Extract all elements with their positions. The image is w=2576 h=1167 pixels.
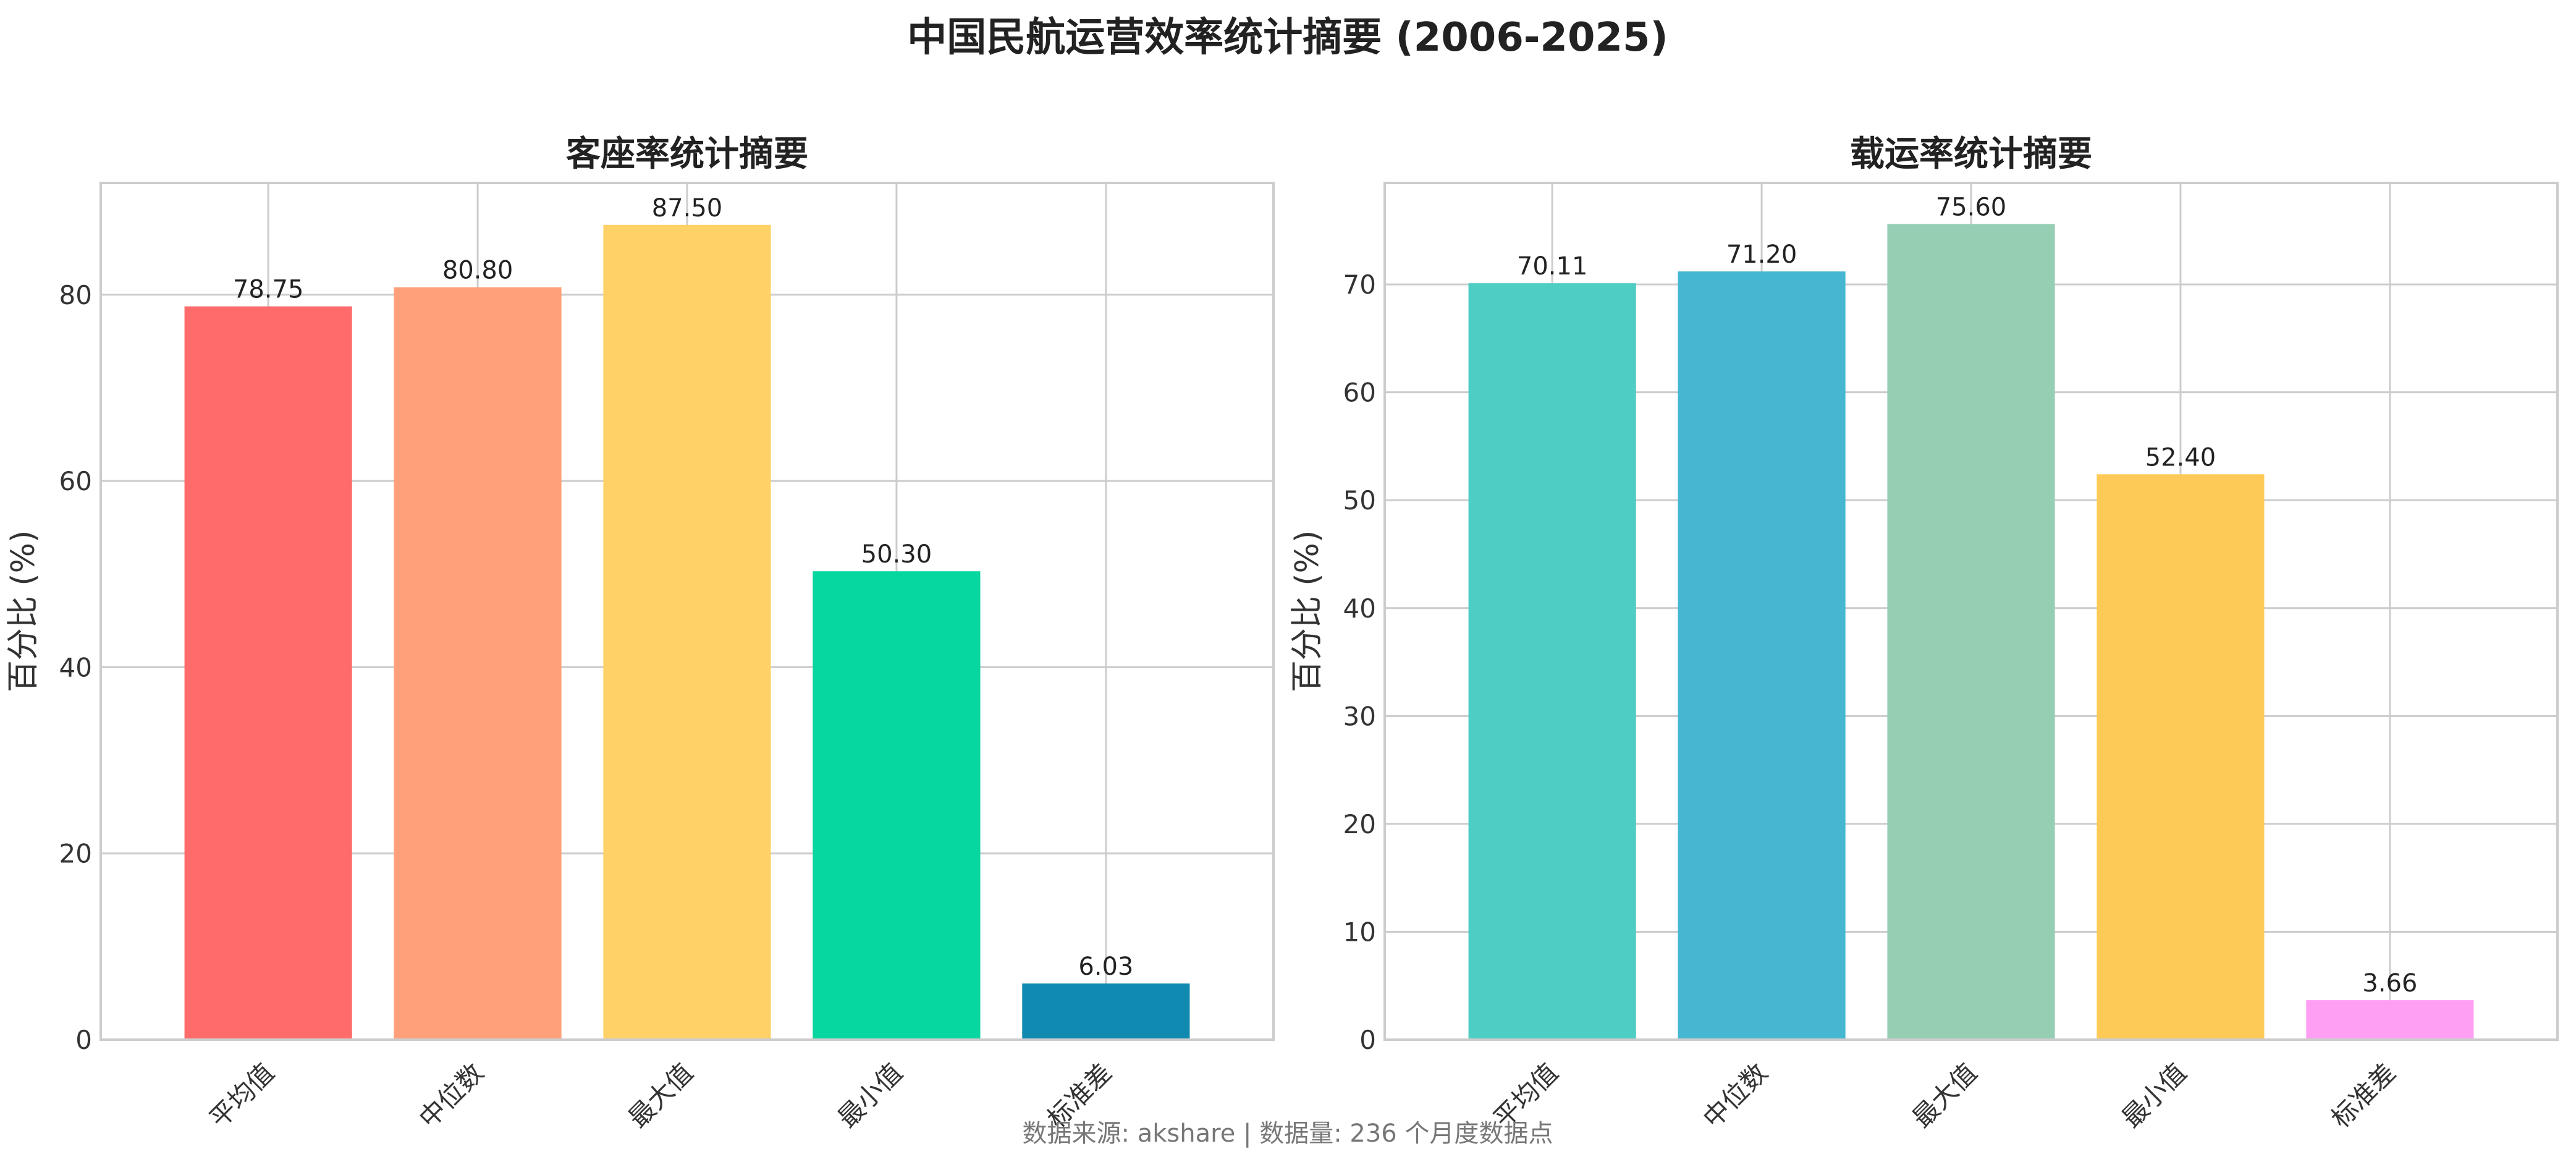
bar-value-label: 6.03 <box>1078 953 1133 981</box>
y-tick-label: 40 <box>1343 593 1376 624</box>
bar-4 <box>813 571 981 1040</box>
figure-title: 中国民航运营效率统计摘要 (2006-2025) <box>907 15 1668 61</box>
y-tick-label: 20 <box>1343 809 1376 839</box>
bar-value-label: 75.60 <box>1936 193 2007 221</box>
bar-1 <box>184 306 352 1040</box>
bar-value-label: 70.11 <box>1517 252 1588 281</box>
bar-1 <box>1468 283 1636 1040</box>
bar-value-label: 52.40 <box>2145 443 2216 472</box>
y-tick-label: 80 <box>59 280 92 310</box>
plot-frame <box>99 182 1275 1041</box>
y-tick-label: 10 <box>1343 917 1376 947</box>
chart-panel-2: 01020304050607070.11平均值71.20中位数75.60最大值5… <box>1289 134 2559 1134</box>
y-tick-label: 20 <box>59 839 92 869</box>
bar-5 <box>2306 1000 2474 1040</box>
y-tick-label: 50 <box>1343 485 1376 516</box>
bar-value-label: 3.66 <box>2362 969 2417 998</box>
y-tick-label: 60 <box>1343 378 1376 408</box>
bar-value-label: 87.50 <box>652 194 723 223</box>
y-tick-label: 0 <box>75 1025 92 1055</box>
y-tick-label: 30 <box>1343 701 1376 731</box>
bar-value-label: 50.30 <box>861 540 932 569</box>
bar-2 <box>394 287 562 1040</box>
y-tick-label: 40 <box>59 652 92 682</box>
bar-value-label: 71.20 <box>1726 240 1797 269</box>
y-tick-label: 60 <box>59 466 92 496</box>
plot-frame <box>1383 182 2559 1041</box>
y-axis-label: 百分比 (%) <box>5 530 42 693</box>
y-tick-label: 70 <box>1343 269 1376 300</box>
bar-value-label: 78.75 <box>233 276 304 304</box>
panel-title: 载运率统计摘要 <box>1850 134 2092 174</box>
bar-2 <box>1678 271 1846 1040</box>
bar-5 <box>1022 983 1190 1040</box>
bar-4 <box>2097 474 2265 1040</box>
bar-3 <box>1887 224 2055 1040</box>
bar-3 <box>603 224 771 1040</box>
bar-value-label: 80.80 <box>442 257 513 285</box>
y-axis-label: 百分比 (%) <box>1289 530 1326 693</box>
y-tick-label: 0 <box>1359 1025 1376 1055</box>
data-source-footer: 数据来源: akshare | 数据量: 236 个月度数据点 <box>1023 1119 1553 1148</box>
panel-title: 客座率统计摘要 <box>566 134 808 174</box>
